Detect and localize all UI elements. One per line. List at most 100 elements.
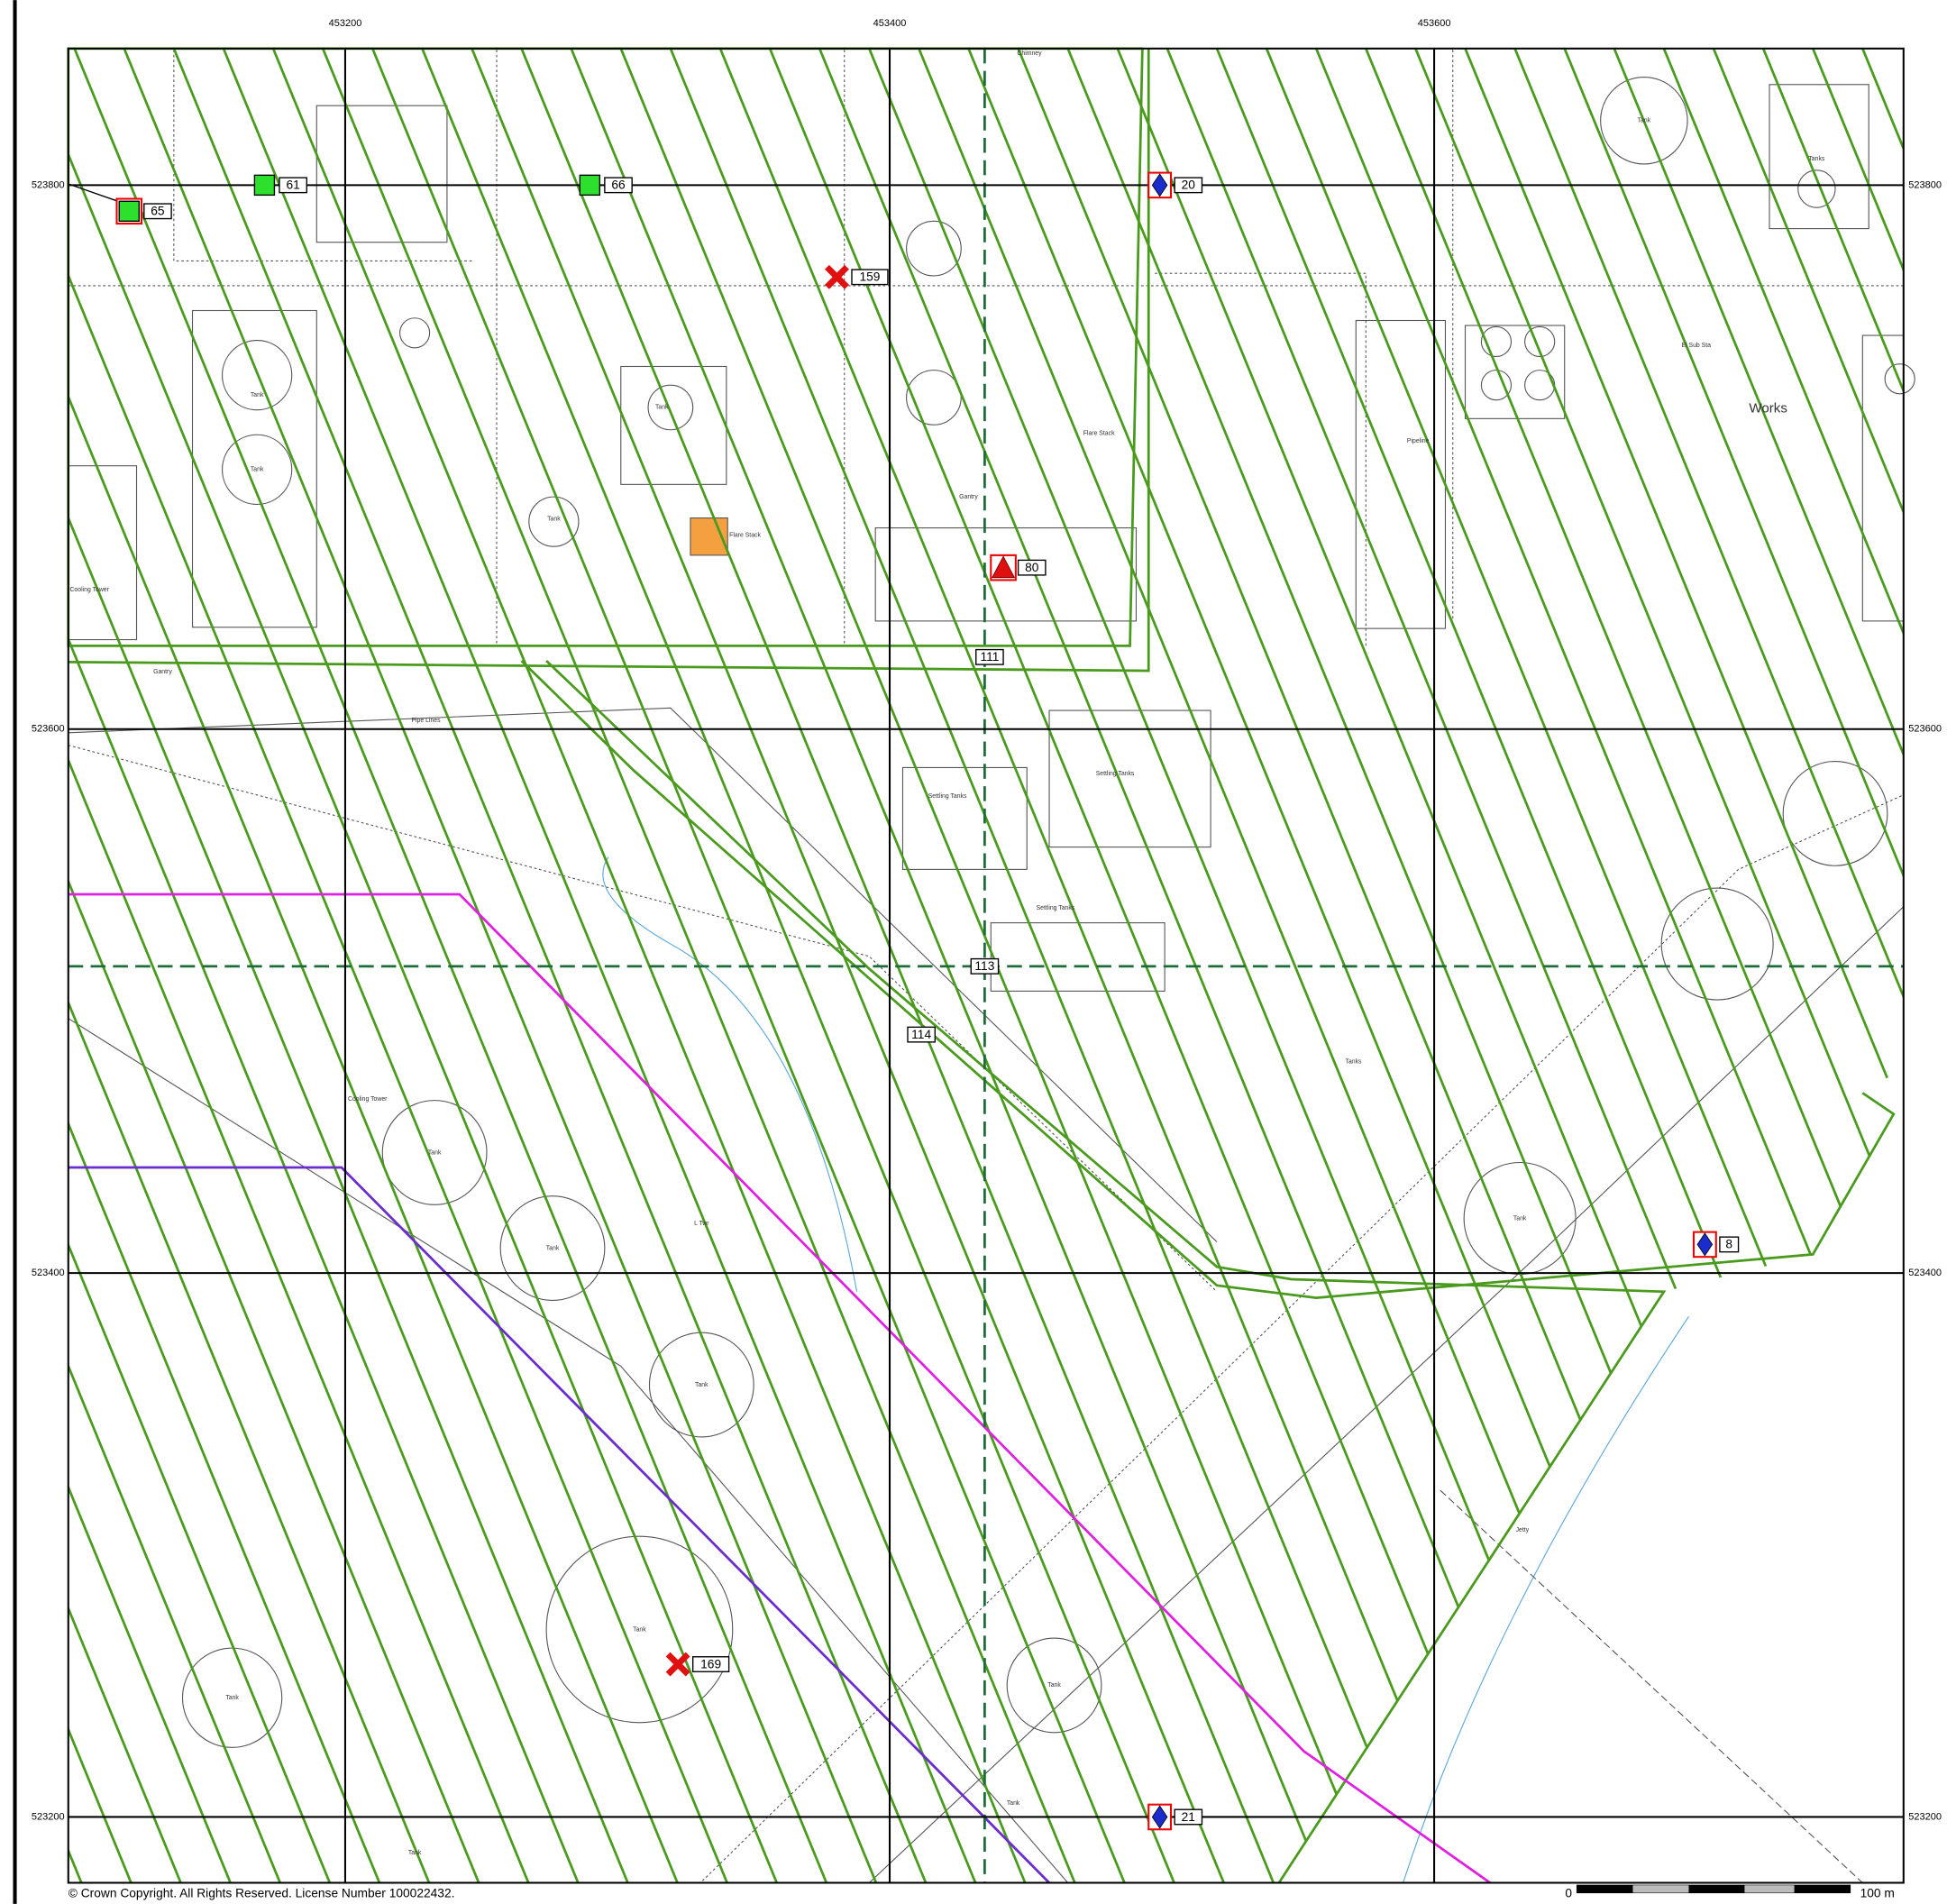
map-label: El Sub Sta <box>1681 343 1711 349</box>
map-label: Tank <box>1007 1800 1020 1807</box>
map-label: Tanks <box>1808 156 1825 162</box>
marker-label: 159 <box>859 270 880 284</box>
building <box>1769 84 1869 230</box>
tank <box>545 1535 734 1724</box>
building <box>1355 319 1447 629</box>
tank <box>222 434 293 505</box>
tank <box>381 1100 488 1205</box>
scale-segment <box>1744 1885 1795 1893</box>
easting-label: 453400 <box>873 18 907 29</box>
scale-segment <box>1577 1885 1633 1893</box>
hatch-line <box>718 48 1474 1883</box>
scale-segment <box>1794 1885 1851 1893</box>
track <box>68 50 1904 646</box>
line-label: 111 <box>980 650 999 664</box>
building <box>68 465 138 641</box>
map-label: Tank <box>225 1695 239 1701</box>
stream <box>602 856 1689 1883</box>
line-label: 113 <box>974 959 994 973</box>
tank <box>906 370 962 426</box>
map-labels: Tank Tanks Tank Tank Tank Tank Works Cooling To… <box>69 50 1824 1856</box>
map-label: Pipe Lines <box>411 718 441 724</box>
base-map <box>68 50 1904 1883</box>
hatch-line <box>68 48 580 1883</box>
marker-symbol <box>1151 1805 1168 1829</box>
tank <box>906 220 962 277</box>
tank <box>499 1195 606 1301</box>
tank <box>222 340 293 411</box>
zone-outline <box>68 48 1150 673</box>
marker-label: 65 <box>151 205 165 218</box>
tank <box>1660 887 1774 1001</box>
marker-symbol <box>1151 173 1168 197</box>
marker-label: 80 <box>1025 561 1039 574</box>
line-label-box <box>970 957 1000 975</box>
hatch-line <box>1761 48 1904 1883</box>
road <box>68 707 1904 1883</box>
map-label: Tank <box>251 467 264 473</box>
line-label: 114 <box>911 1028 931 1041</box>
map-label: Tank <box>655 405 669 411</box>
map-frame <box>67 47 1905 1884</box>
scale-start: 0 <box>1565 1887 1572 1900</box>
tank <box>1600 76 1688 165</box>
building <box>1048 709 1211 848</box>
scale-bar: 0 100 m <box>1565 1884 1895 1900</box>
map-label: Jetty <box>1516 1527 1530 1533</box>
tracks <box>68 50 1904 1883</box>
map-label: Tank <box>428 1149 442 1156</box>
grid: 453200 453400 453600 523800 523800 523600 5236… <box>32 18 1942 1883</box>
track <box>68 745 1904 1883</box>
northing-label: 523800 <box>32 179 65 190</box>
hatch-line <box>68 48 779 1883</box>
hatch-line <box>271 48 1027 1883</box>
marker-label: 61 <box>286 178 299 192</box>
northing-label: 523400 <box>32 1268 65 1278</box>
hatch-line <box>68 48 282 1883</box>
northing-label: 523400 <box>1908 1268 1942 1278</box>
map-label: Tanks <box>1346 1059 1363 1066</box>
hatch-line <box>1365 48 1904 1883</box>
easting-label: 453600 <box>1418 18 1451 29</box>
map-label: Flare Stack <box>729 533 761 539</box>
marker-label-box <box>604 177 633 194</box>
hatch-line <box>68 48 530 1883</box>
map-label: Gantry <box>959 494 978 500</box>
hatch-line <box>1712 48 1904 1883</box>
tank <box>1884 363 1915 395</box>
line-label-box <box>975 648 1004 665</box>
hatch-line <box>68 48 232 1883</box>
boundary-line <box>68 1166 1051 1884</box>
northing-label: 523800 <box>1908 179 1942 190</box>
tank <box>1006 1637 1102 1734</box>
map-label: Tank <box>546 1245 560 1251</box>
copyright: © Crown Copyright. All Rights Reserved. … <box>69 1887 455 1900</box>
map-label: L Twr <box>694 1221 709 1227</box>
map-label: Gantry <box>153 669 172 675</box>
map-label: Cooling Tower <box>348 1096 388 1103</box>
marker-symbol <box>118 200 140 223</box>
marker-label-box <box>279 177 307 194</box>
scale-segment <box>1632 1885 1689 1893</box>
map-label: Tank <box>1047 1682 1061 1689</box>
marker-label-box <box>851 269 889 286</box>
map-label: Settling Tanks <box>1037 905 1075 911</box>
marker-label-box <box>143 203 172 220</box>
marker-label-box <box>1719 1236 1740 1253</box>
markers: 65 61 66 20 159 80 8 169 21 <box>68 171 1740 1831</box>
marker-label: 21 <box>1182 1810 1195 1824</box>
map-label: Settling Tanks <box>1096 771 1135 777</box>
northing-label: 523600 <box>32 724 65 735</box>
hatch-line <box>471 48 1225 1883</box>
hatch-line <box>669 48 1424 1883</box>
map-label: Tank <box>251 392 264 398</box>
line-label-box <box>907 1026 936 1043</box>
marker-symbol <box>825 264 849 289</box>
marker-symbol <box>253 174 276 197</box>
map-label: Works <box>1749 400 1787 416</box>
marker-label-box <box>1174 177 1203 194</box>
building <box>1861 334 1904 622</box>
hatch-line <box>1563 48 1904 1883</box>
map-label: Chimney <box>1017 50 1042 57</box>
